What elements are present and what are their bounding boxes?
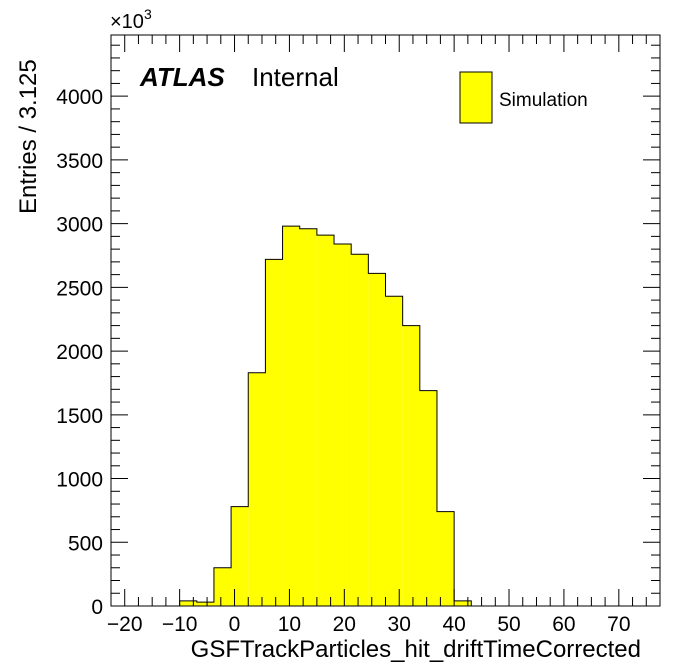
x-tick-label: 30 xyxy=(388,613,411,636)
histogram-bar xyxy=(351,254,369,606)
x-axis-title: GSFTrackParticles_hit_driftTimeCorrected xyxy=(191,636,641,663)
x-tick-label: 50 xyxy=(497,613,520,636)
histogram-bars xyxy=(179,225,472,607)
histogram-bar xyxy=(265,259,283,606)
x-tick-label: 20 xyxy=(333,613,356,636)
y-tick-label: 2000 xyxy=(56,341,103,364)
tick-labels: −20 −10 0 10 20 30 40 50 60 70 0 500 1000 1500 2000 250… xyxy=(56,86,630,636)
y-tick-label: 1000 xyxy=(56,469,103,492)
histogram-bar xyxy=(454,600,472,606)
y-multiplier-exponent: 3 xyxy=(144,6,152,22)
histogram-bar xyxy=(196,602,214,606)
x-tick-label: 10 xyxy=(278,613,301,636)
histogram-bar xyxy=(316,235,335,606)
x-tick-label: 70 xyxy=(607,613,630,636)
atlas-label: ATLAS xyxy=(139,62,225,92)
y-multiplier: ×103 xyxy=(110,6,152,33)
y-tick-label: 2500 xyxy=(56,277,103,300)
histogram-bar xyxy=(213,567,232,606)
histogram-bar xyxy=(248,372,266,606)
histogram-bar xyxy=(334,244,352,606)
y-multiplier-base: ×10 xyxy=(110,11,144,33)
y-tick-label: 3000 xyxy=(56,214,103,237)
x-tick-label: 60 xyxy=(552,613,575,636)
y-tick-label: 4000 xyxy=(56,86,103,109)
y-tick-label: 500 xyxy=(68,532,103,555)
histogram-bar xyxy=(402,325,420,606)
internal-label: Internal xyxy=(252,62,339,92)
histogram-bar xyxy=(436,511,455,606)
histogram-bar xyxy=(179,600,197,606)
legend-swatch-simulation xyxy=(459,71,493,124)
histogram-bar xyxy=(282,226,300,606)
y-tick-label: 1500 xyxy=(56,405,103,428)
x-tick-label: −20 xyxy=(107,613,143,636)
histogram-bar xyxy=(231,506,249,606)
plot-frame xyxy=(110,34,661,607)
histogram-bar xyxy=(419,390,437,606)
y-tick-label: 0 xyxy=(91,596,103,619)
y-axis-title: Entries / 3.125 xyxy=(15,59,42,214)
histogram-outline xyxy=(179,225,472,606)
legend-entry-simulation: Simulation xyxy=(499,90,588,111)
histogram-bar xyxy=(385,296,403,606)
y-tick-label: 3500 xyxy=(56,150,103,173)
histogram-bar xyxy=(368,273,386,606)
histogram-bar xyxy=(299,228,317,607)
x-tick-label: 0 xyxy=(229,613,241,636)
legend: Simulation xyxy=(459,71,588,124)
x-tick-label: 40 xyxy=(442,613,465,636)
axis-ticks xyxy=(111,35,661,607)
x-tick-label: −10 xyxy=(162,613,198,636)
